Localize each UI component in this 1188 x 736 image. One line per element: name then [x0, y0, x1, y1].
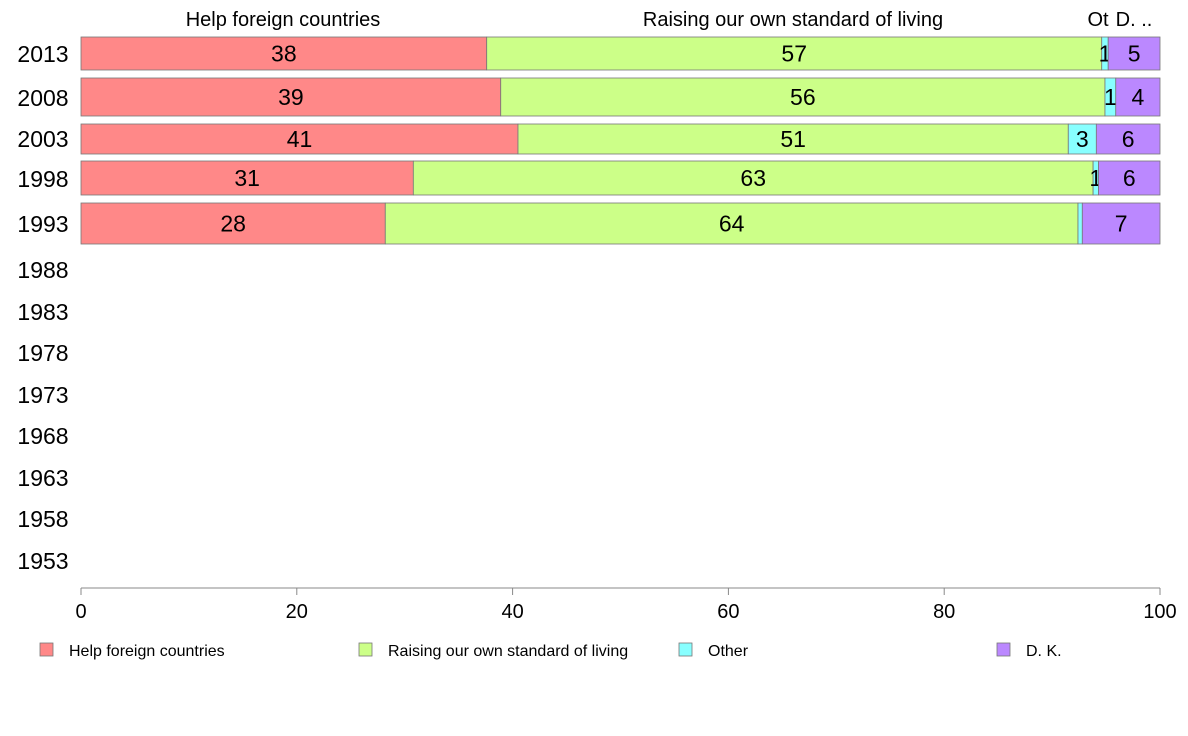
bar-segment	[384, 202, 1079, 245]
y-tick-label: 1968	[17, 423, 68, 449]
y-tick-label: 1983	[17, 299, 68, 325]
column-header: Ot	[1087, 9, 1109, 31]
data-label: 3	[1076, 126, 1089, 152]
legend-swatch	[996, 642, 1011, 657]
x-tick-label: 40	[501, 601, 523, 623]
legend-swatch	[39, 642, 54, 657]
y-tick-label: 1993	[17, 211, 68, 237]
legend: Help foreign countries Raising our own st…	[39, 642, 1062, 660]
data-label: 7	[1115, 211, 1128, 237]
data-label: 56	[790, 84, 816, 110]
bar-segment	[1067, 123, 1097, 155]
y-tick-label: 2003	[17, 126, 68, 152]
x-tick-label: 0	[75, 601, 86, 623]
column-header: Raising our own standard of living	[643, 9, 943, 31]
legend-label: Raising our own standard of living	[388, 643, 628, 660]
column-header: Help foreign countries	[186, 9, 381, 31]
bar-segment	[1107, 36, 1161, 71]
legend-swatch	[678, 642, 693, 657]
legend-swatch	[358, 642, 373, 657]
y-tick-label: 1953	[17, 548, 68, 574]
bar-segment	[486, 36, 1103, 71]
x-tick-label: 100	[1143, 601, 1176, 623]
data-label: 41	[287, 126, 313, 152]
data-label: 38	[271, 41, 297, 67]
bar-segment	[80, 123, 519, 155]
y-tick-label: 1988	[17, 257, 68, 283]
data-label: 63	[740, 165, 766, 191]
data-label: 39	[278, 84, 304, 110]
data-label: 6	[1123, 165, 1136, 191]
data-label: 1	[1104, 84, 1117, 110]
bar-segment	[500, 77, 1106, 117]
y-tick-label: 1998	[17, 166, 68, 192]
bar-segment	[80, 77, 502, 117]
y-tick-label: 2008	[17, 85, 68, 111]
x-tick-label: 60	[717, 601, 739, 623]
column-header: D. ..	[1116, 9, 1153, 31]
bar-segment	[80, 36, 488, 71]
bar-segment	[1115, 77, 1161, 117]
bar-segment	[1077, 202, 1083, 245]
y-tick-label: 1978	[17, 340, 68, 366]
bar-segment	[1095, 123, 1161, 155]
y-tick-label: 1963	[17, 465, 68, 491]
data-label: 31	[234, 165, 260, 191]
column-headers: Help foreign countries Raising our own st…	[186, 9, 1153, 31]
legend-label: Other	[708, 643, 749, 660]
y-tick-label: 2013	[17, 41, 68, 67]
legend-label: D. K.	[1026, 643, 1062, 660]
data-label: 57	[781, 41, 807, 67]
data-label: 4	[1131, 84, 1144, 110]
data-label: 6	[1122, 126, 1135, 152]
x-tick-label: 20	[286, 601, 308, 623]
bar-segment	[1098, 160, 1161, 196]
bar-segment	[1081, 202, 1161, 245]
data-label: 51	[780, 126, 806, 152]
y-axis-labels: 2013 2008 2003 1998 1993 1988 1983 1978 1973 1968…	[17, 41, 68, 574]
y-tick-label: 1958	[17, 506, 68, 532]
data-label: 28	[220, 211, 246, 237]
data-label: 5	[1128, 41, 1141, 67]
x-axis: 0 20 40 60 80 100	[75, 587, 1177, 623]
legend-label: Help foreign countries	[69, 643, 225, 660]
x-tick-label: 80	[933, 601, 955, 623]
data-label: 64	[719, 211, 745, 237]
y-tick-label: 1973	[17, 382, 68, 408]
bar-segment	[80, 160, 414, 196]
bars: 38 57 1 539 56 1 441 51 3 631 63 1 628 64 7	[80, 36, 1161, 245]
